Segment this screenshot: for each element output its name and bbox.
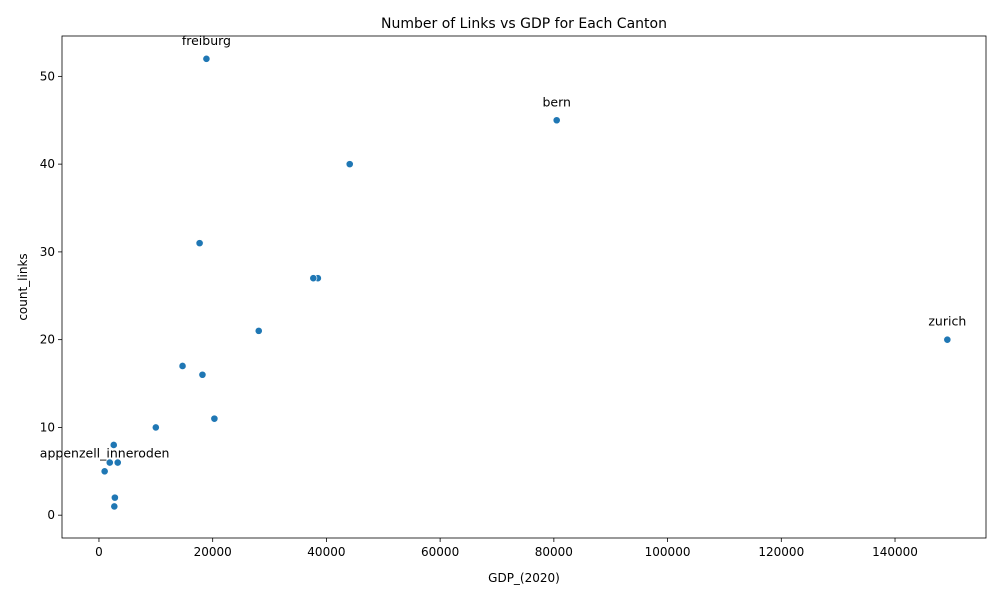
x-tick-label: 40000: [307, 545, 345, 559]
x-tick-label: 80000: [535, 545, 573, 559]
point-annotation: bern: [542, 94, 570, 109]
scatter-point: [198, 370, 207, 379]
x-tick-label: 0: [95, 545, 103, 559]
scatter-point: [345, 160, 354, 169]
y-axis-label: count_links: [16, 253, 30, 320]
y-tick-label: 50: [40, 69, 55, 83]
scatter-point: [210, 414, 219, 423]
scatter-point: [109, 441, 118, 449]
scatter-point: [178, 362, 187, 370]
scatter-point: [309, 274, 318, 283]
x-tick-label: 140000: [872, 545, 918, 559]
x-tick-label: 60000: [421, 545, 459, 559]
scatter-point: [113, 458, 122, 467]
y-tick-label: 40: [40, 157, 55, 171]
x-axis-label: GDP_(2020): [488, 571, 560, 585]
scatter-point: [202, 54, 211, 63]
y-tick-label: 10: [40, 420, 55, 434]
scatter-point: [110, 493, 119, 502]
plot-frame: [61, 35, 987, 539]
point-annotation: appenzell_inneroden: [40, 445, 170, 460]
scatter-point: [552, 116, 561, 125]
chart-title: Number of Links vs GDP for Each Canton: [381, 16, 667, 32]
x-tick-label: 120000: [758, 545, 804, 559]
scatter-point: [254, 326, 263, 335]
point-annotation: zurich: [928, 314, 966, 329]
x-tick-label: 20000: [194, 545, 232, 559]
scatter-point: [105, 458, 114, 467]
plot-area: freiburg bern zurich appenzell_inneroden: [40, 33, 966, 511]
scatter-point: [110, 502, 119, 511]
scatter-point: [943, 335, 952, 344]
axes: 0 20000 40000 60000 80000 100000 120000 140000 0…: [40, 69, 918, 559]
y-tick-label: 0: [47, 508, 55, 522]
scatter-point: [100, 467, 109, 476]
point-annotation: freiburg: [182, 33, 231, 48]
x-tick-label: 100000: [645, 545, 691, 559]
scatter-point: [195, 239, 204, 248]
scatter-point: [151, 423, 160, 432]
y-tick-label: 30: [40, 245, 55, 259]
y-tick-label: 20: [40, 333, 55, 347]
